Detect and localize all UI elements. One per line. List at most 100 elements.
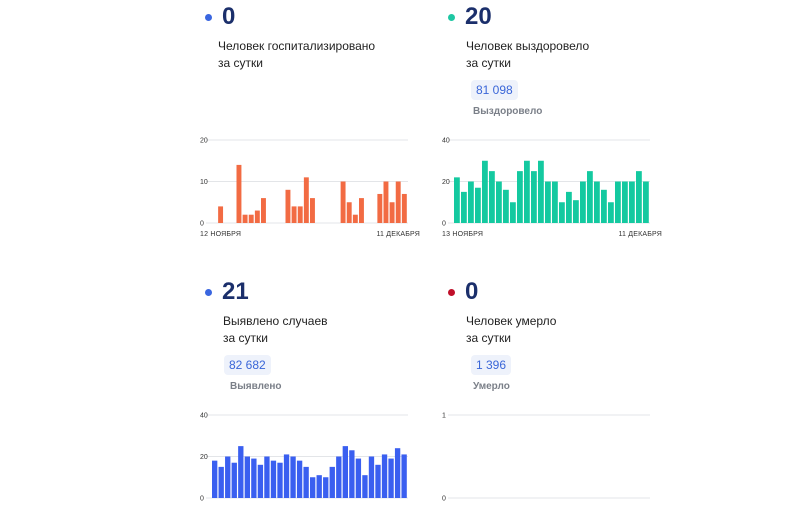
- bar: [290, 456, 296, 498]
- x-start-label: 12 НОЯБРЯ: [200, 231, 241, 238]
- total-label: Выявлено: [230, 381, 282, 392]
- stat-row: 0: [200, 0, 235, 34]
- bar: [524, 160, 530, 223]
- bar: [248, 214, 254, 223]
- caption-line: Человек умерло: [466, 314, 557, 328]
- bar: [545, 181, 551, 223]
- bar: [510, 202, 516, 223]
- bar: [336, 456, 342, 498]
- bar: [310, 198, 315, 223]
- bar: [368, 456, 375, 498]
- bar: [489, 171, 495, 223]
- bar: [531, 171, 537, 223]
- bar: [643, 181, 649, 223]
- caption-line: Человек выздоровело: [466, 39, 590, 53]
- daily-value: 20: [465, 3, 492, 30]
- caption: Человек умерло за сутки: [466, 313, 556, 347]
- dot-icon: [205, 288, 212, 296]
- daily-value: 0: [465, 278, 479, 305]
- caption-line: Человек госпитализировано: [218, 39, 376, 53]
- bar: [277, 462, 283, 498]
- y-tick-label: 40: [200, 413, 208, 420]
- x-end-label: 11 ДЕКАБРЯ: [376, 231, 420, 238]
- bar: [264, 456, 270, 498]
- dot-icon: [448, 13, 455, 21]
- bar: [615, 181, 621, 223]
- bar: [359, 198, 364, 223]
- bar: [225, 456, 231, 498]
- bar: [587, 171, 593, 223]
- bar: [383, 181, 389, 223]
- bar: [340, 181, 346, 223]
- bar: [231, 462, 237, 498]
- caption-line: Выявлено случаев: [223, 314, 328, 328]
- bar: [395, 181, 401, 223]
- y-tick-label: 20: [200, 138, 208, 145]
- bar: [236, 164, 242, 223]
- bar: [329, 466, 335, 498]
- bar: [552, 181, 558, 223]
- dot-icon: [205, 13, 212, 21]
- bar: [310, 477, 316, 498]
- y-tick-label: 10: [200, 179, 208, 186]
- chart-recovered: 40 20 0 13 НОЯБРЯ 11 ДЕКАБРЯ: [432, 130, 672, 240]
- bar: [242, 214, 248, 223]
- daily-value: 21: [222, 278, 249, 305]
- y-tick-label: 0: [442, 496, 446, 503]
- caption-line: за сутки: [223, 331, 268, 345]
- y-tick-label: 0: [200, 221, 204, 228]
- caption-line: за сутки: [466, 56, 511, 70]
- caption-line: за сутки: [466, 331, 511, 345]
- bar: [475, 187, 481, 223]
- bar: [257, 464, 264, 498]
- bar: [283, 454, 290, 498]
- stat-row: 0: [443, 275, 478, 309]
- bar: [394, 448, 401, 498]
- bar: [346, 202, 352, 223]
- bar: [573, 200, 579, 223]
- bar: [375, 464, 381, 498]
- y-tick-label: 20: [442, 179, 450, 186]
- bar: [461, 191, 467, 223]
- bar: [496, 181, 502, 223]
- bar: [218, 466, 224, 498]
- bar: [342, 446, 348, 498]
- bar: [401, 454, 407, 498]
- bar: [303, 177, 309, 223]
- bar: [362, 475, 368, 498]
- y-tick-label: 1: [442, 413, 446, 420]
- bar: [238, 446, 244, 498]
- bar: [270, 460, 277, 498]
- bar: [355, 458, 362, 498]
- bar: [503, 189, 509, 223]
- total-label: Выздоровело: [473, 106, 543, 117]
- caption: Человек госпитализировано за сутки: [218, 38, 375, 72]
- y-tick-label: 20: [200, 454, 208, 461]
- y-tick-label: 0: [200, 496, 204, 503]
- bar: [580, 181, 586, 223]
- bar: [218, 206, 224, 223]
- caption: Выявлено случаев за сутки: [223, 313, 328, 347]
- bar: [297, 206, 303, 223]
- caption-line: за сутки: [218, 56, 263, 70]
- bar: [291, 206, 297, 223]
- caption: Человек выздоровело за сутки: [466, 38, 589, 72]
- bar: [468, 181, 474, 223]
- bar: [303, 466, 309, 498]
- stat-row: 20: [443, 0, 492, 34]
- bar-chart: 20 10 0 12 НОЯБРЯ 11 ДЕКАБРЯ: [200, 138, 420, 239]
- bar: [389, 202, 395, 223]
- chart-hospitalized: 20 10 0 12 НОЯБРЯ 11 ДЕКАБРЯ: [190, 130, 430, 240]
- bar: [212, 460, 218, 498]
- bar-chart: 40 20 0: [200, 413, 408, 503]
- bar: [352, 214, 358, 223]
- bar: [254, 210, 260, 223]
- total-label: Умерло: [473, 381, 510, 392]
- total-badge: 82 682: [224, 355, 271, 375]
- bar: [454, 177, 460, 223]
- bar-chart: 40 20 0 13 НОЯБРЯ 11 ДЕКАБРЯ: [442, 138, 662, 239]
- bar: [261, 198, 266, 223]
- total-badge: 81 098: [471, 80, 518, 100]
- bar: [601, 189, 607, 223]
